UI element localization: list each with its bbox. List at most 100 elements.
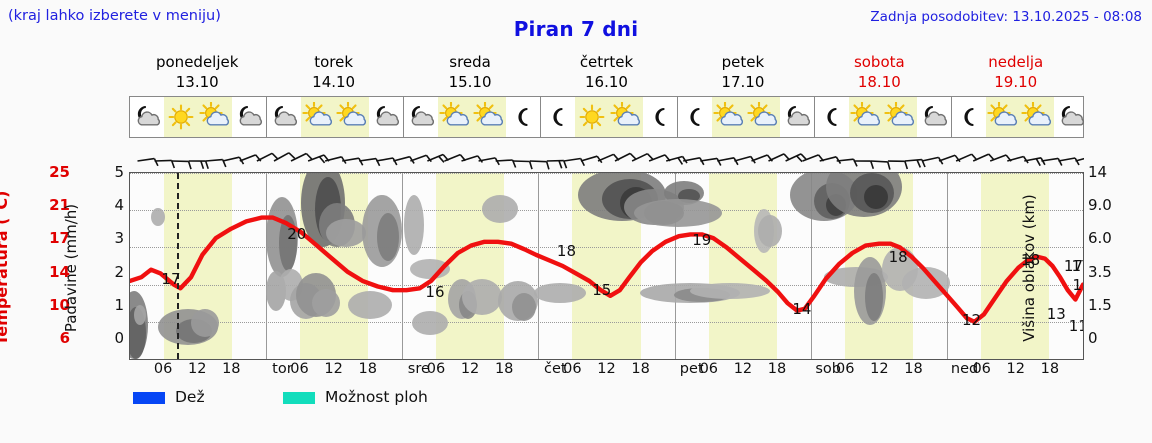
sun-cloud-icon <box>609 97 643 137</box>
x-tick-14: 18 <box>631 361 650 377</box>
day-date: 15.10 <box>448 73 492 91</box>
moon-cloud-icon <box>917 97 951 137</box>
weather-icon-strip <box>129 96 1085 138</box>
x-tick-9: 12 <box>460 361 480 377</box>
day-name: torek <box>314 53 354 71</box>
temperature-label-0: 17 <box>161 270 181 289</box>
day-header-0: ponedeljek 13.10 <box>129 52 265 94</box>
x-tick-18: 18 <box>767 361 787 377</box>
x-tick-4: 06 <box>290 361 309 377</box>
day-header-3: četrtek 16.10 <box>538 52 674 94</box>
x-tick-7: sre <box>407 361 430 377</box>
page-title: Piran 7 dni <box>513 17 639 41</box>
sun-cloud-icon <box>438 97 472 137</box>
day-separator-2 <box>402 173 403 359</box>
day-name: sobota <box>853 53 905 71</box>
cloud-height-tick-2: 6.0 <box>1088 229 1112 248</box>
daytime-band-4 <box>708 173 777 359</box>
gridline-h-2 <box>130 284 1083 286</box>
wind-barbs-svg <box>137 152 1097 170</box>
moon-cloud-icon <box>404 97 438 137</box>
icon-day-1 <box>267 97 404 137</box>
cloud-height-tick-0: 14 <box>1088 163 1108 181</box>
day-date: 18.10 <box>857 73 901 91</box>
day-date: 19.10 <box>994 73 1038 91</box>
day-name: nedelja <box>988 53 1044 71</box>
moon-icon <box>541 97 575 137</box>
day-name: sreda <box>449 53 491 71</box>
x-tick-17: 12 <box>733 361 753 377</box>
day-name: petek <box>721 53 765 71</box>
day-header-4: petek 17.10 <box>675 52 811 94</box>
day-separator-4 <box>675 173 676 359</box>
x-tick-2: 18 <box>222 361 241 377</box>
sun-icon <box>164 97 198 137</box>
temperature-label-3: 18 <box>556 242 577 261</box>
sun-cloud-icon <box>198 97 232 137</box>
temperature-axis-ticks: 25 21 17 14 10 6 <box>34 163 70 365</box>
precipitation-tick-4: 1 <box>114 295 124 314</box>
precipitation-axis-title: Padavine (mm/h) <box>62 203 80 333</box>
x-tick-16: 06 <box>699 361 719 377</box>
location-menu-note[interactable]: (kraj lahko izberete v meniju) <box>8 8 221 24</box>
day-separator-6 <box>947 173 948 359</box>
temperature-label-1: 20 <box>287 225 307 244</box>
x-tick-26: 18 <box>1040 361 1060 377</box>
temperature-label-13: 17 <box>1071 257 1083 275</box>
temperature-label-10: 13 <box>1046 305 1066 324</box>
precipitation-tick-2: 3 <box>114 229 124 248</box>
temperature-label-7: 18 <box>888 247 908 266</box>
x-tick-24: 06 <box>972 361 991 377</box>
day-header-6: nedelja 19.10 <box>948 52 1084 94</box>
moon-icon <box>678 97 712 137</box>
temperature-label-5: 19 <box>692 230 712 249</box>
wind-barb-strip <box>129 139 1097 172</box>
icon-day-5 <box>815 97 952 137</box>
sun-cloud-icon <box>472 97 506 137</box>
x-tick-13: 12 <box>597 361 616 377</box>
precipitation-tick-0: 5 <box>114 163 124 181</box>
sun-cloud-icon <box>849 97 883 137</box>
rain-legend-label: Dež <box>175 388 205 406</box>
sun-cloud-icon <box>335 97 369 137</box>
day-separator-5 <box>811 173 812 359</box>
day-headers: ponedeljek 13.10 torek 14.10 sreda 15.10 četrt… <box>129 52 1084 94</box>
icon-day-6 <box>952 97 1088 137</box>
x-tick-19: sob <box>815 361 841 377</box>
x-tick-8: 06 <box>426 361 446 377</box>
temperature-label-6: 14 <box>792 299 812 318</box>
x-axis-tick-labels: 06 12 18 tor 06 12 18 sre 06 12 18 čet 06 12 18 pet 06 12… <box>129 361 1084 383</box>
bottom-legend: Dež Možnost ploh © vreme.us & vreme.pro … <box>0 386 1152 443</box>
day-header-1: torek 14.10 <box>265 52 401 94</box>
temperature-tick-1: 21 <box>49 196 70 215</box>
showers-legend-label: Možnost ploh <box>325 388 428 406</box>
temperature-tick-0: 25 <box>49 163 70 181</box>
cloud-height-tick-4: 1.5 <box>1088 295 1112 314</box>
moon-cloud-icon <box>130 97 164 137</box>
moon-icon <box>506 97 540 137</box>
precipitation-axis-ticks: 5 4 3 2 1 0 <box>104 163 124 365</box>
temperature-curve <box>130 215 1083 324</box>
temperature-tick-3: 14 <box>49 262 70 281</box>
sun-cloud-icon <box>712 97 746 137</box>
moon-icon <box>952 97 986 137</box>
x-tick-23: ned <box>950 361 979 377</box>
sun-cloud-icon <box>746 97 780 137</box>
rain-legend-swatch <box>133 392 165 404</box>
day-date: 17.10 <box>721 73 765 91</box>
icon-day-0 <box>130 97 267 137</box>
cloud-height-tick-1: 9.0 <box>1088 196 1112 215</box>
moon-cloud-icon <box>369 97 403 137</box>
gridline-h-3 <box>130 247 1083 249</box>
moon-cloud-icon <box>267 97 301 137</box>
x-tick-3: tor <box>272 361 293 377</box>
day-header-5: sobota 18.10 <box>811 52 947 94</box>
icon-day-3 <box>541 97 678 137</box>
x-tick-12: 06 <box>563 361 582 377</box>
showers-legend-swatch <box>283 392 315 404</box>
precipitation-tick-5: 0 <box>114 329 124 347</box>
day-name: ponedeljek <box>155 53 239 71</box>
moon-cloud-icon <box>232 97 266 137</box>
moon-icon <box>643 97 677 137</box>
